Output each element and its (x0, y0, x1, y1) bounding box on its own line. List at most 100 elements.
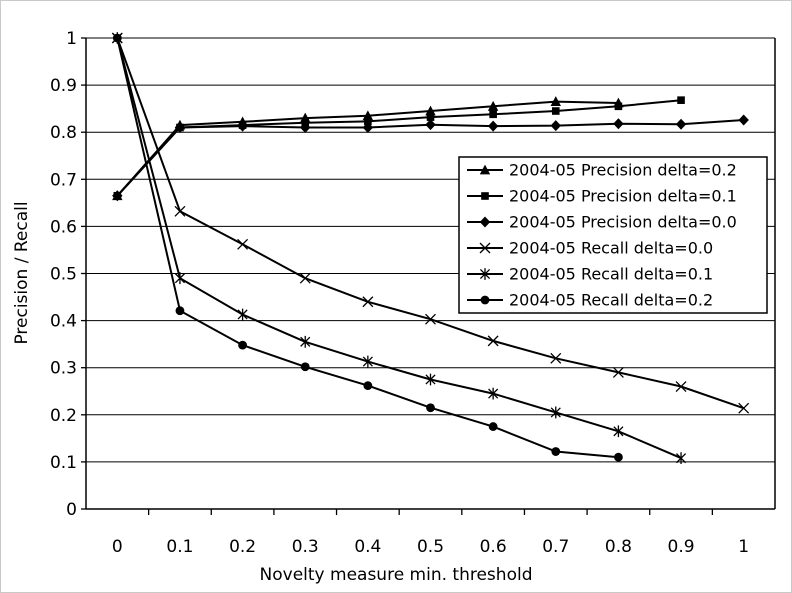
x-tick-label: 0.7 (542, 537, 569, 557)
y-tick-label: 0.4 (50, 312, 77, 332)
legend-item-label: 2004-05 Precision delta=0.1 (509, 187, 737, 206)
x-tick-label: 0 (112, 537, 123, 557)
square-marker-icon (677, 96, 685, 104)
x-tick-label: 0.6 (480, 537, 507, 557)
legend-item: 2004-05 Precision delta=0.2 (467, 161, 737, 180)
y-tick-label: 0.1 (50, 453, 77, 473)
asterisk-marker-icon (300, 335, 311, 348)
triangle-marker-icon (487, 100, 499, 111)
square-marker-icon (489, 110, 497, 119)
x-axis-title: Novelty measure min. threshold (260, 565, 533, 585)
y-tick-label: 0.5 (50, 265, 77, 285)
circle-marker-icon (614, 452, 623, 462)
gridlines (86, 37, 775, 463)
legend-item: 2004-05 Recall delta=0.0 (467, 239, 713, 258)
legend-item-label: 2004-05 Precision delta=0.2 (509, 161, 737, 180)
diamond-marker-icon (112, 190, 123, 202)
series-diamond (112, 114, 749, 202)
triangle-marker-icon (425, 105, 436, 116)
circle-marker-icon (300, 362, 310, 372)
x-marker-icon (612, 366, 624, 378)
x-tick-label: 0.5 (417, 537, 444, 557)
asterisk-marker-icon (174, 272, 186, 285)
legend-item: 2004-05 Precision delta=0.0 (467, 213, 737, 232)
asterisk-marker-icon (237, 308, 248, 321)
y-axis-title: Precision / Recall (12, 201, 32, 344)
legend-item: 2004-05 Recall delta=0.1 (467, 265, 713, 284)
legend-item: 2004-05 Recall delta=0.2 (467, 291, 713, 310)
asterisk-marker-icon (675, 452, 687, 465)
x-marker-icon (299, 272, 311, 284)
diamond-marker-icon (237, 120, 248, 132)
y-tick-label: 0.3 (50, 359, 77, 379)
asterisk-marker-icon (550, 406, 561, 419)
diamond-marker-icon (479, 216, 491, 228)
circle-marker-icon (238, 340, 247, 350)
circle-marker-icon (480, 295, 490, 305)
legend: 2004-05 Precision delta=0.2 2004-05 Preci… (458, 156, 768, 314)
series-x (111, 32, 750, 414)
diamond-marker-icon (675, 118, 687, 130)
y-tick-label: 0.9 (50, 76, 77, 96)
x-marker-icon (425, 313, 436, 325)
x-marker-icon (237, 238, 249, 250)
square-marker-icon (426, 113, 435, 121)
circle-marker-icon (175, 306, 185, 316)
x-tick-label: 0.9 (668, 537, 695, 557)
y-tick-label: 0.6 (50, 217, 77, 237)
diamond-marker-icon (362, 121, 374, 133)
circle-marker-icon (363, 381, 373, 390)
diamond-marker-icon (300, 121, 311, 133)
legend-box (458, 156, 768, 314)
diamond-marker-icon (550, 120, 561, 132)
x-marker-icon (362, 296, 374, 308)
y-tick-label: 0.8 (50, 123, 77, 143)
x-tick-label: 0.1 (166, 537, 193, 557)
diamond-marker-icon (487, 120, 499, 132)
square-marker-icon (614, 102, 623, 111)
triangle-marker-icon (550, 96, 561, 106)
diamond-marker-icon (613, 118, 624, 130)
x-tick-label: 0.2 (229, 537, 256, 557)
asterisk-marker-icon (613, 425, 624, 438)
asterisk-marker-icon (362, 355, 373, 368)
series-line (116, 37, 682, 460)
y-tick-label: 1 (66, 29, 77, 49)
square-marker-icon (481, 192, 489, 200)
x-tick-label: 0.4 (354, 537, 381, 557)
legend-item-label: 2004-05 Recall delta=0.2 (509, 291, 713, 310)
diamond-marker-icon (425, 119, 436, 131)
legend-item-label: 2004-05 Recall delta=0.0 (509, 239, 713, 258)
plot-frame (81, 37, 776, 515)
x-marker-icon (479, 242, 491, 254)
legend-item: 2004-05 Precision delta=0.1 (467, 187, 737, 206)
asterisk-marker-icon (425, 373, 436, 386)
y-tick-label: 0.7 (50, 170, 77, 190)
circle-marker-icon (426, 403, 435, 413)
x-marker-icon (738, 402, 750, 414)
circle-marker-icon (551, 447, 561, 456)
y-tick-label: 0.2 (50, 406, 77, 426)
circle-marker-icon (488, 422, 498, 431)
axis-labels: 0 0.1 0.2 0.3 0.4 0.5 0.6 0.7 0.8 0.9 1 0 0.1 0.2 0.3 0… (12, 29, 749, 585)
legend-item-label: 2004-05 Precision delta=0.0 (509, 213, 737, 232)
x-tick-label: 1 (738, 537, 749, 557)
x-marker-icon (675, 381, 687, 392)
x-marker-icon (487, 335, 499, 347)
circle-marker-icon (112, 33, 122, 43)
y-tick-label: 0 (66, 500, 77, 520)
x-marker-icon (550, 352, 562, 364)
square-marker-icon (364, 117, 372, 126)
diamond-marker-icon (174, 121, 186, 133)
diamond-marker-icon (738, 114, 749, 126)
square-marker-icon (551, 107, 560, 115)
legend-item-label: 2004-05 Recall delta=0.1 (509, 265, 713, 284)
x-tick-label: 0.3 (292, 537, 319, 557)
x-tick-label: 0.8 (605, 537, 632, 557)
triangle-marker-icon (479, 164, 491, 175)
asterisk-marker-icon (479, 268, 491, 280)
x-marker-icon (174, 205, 186, 217)
series-circle (112, 33, 623, 462)
